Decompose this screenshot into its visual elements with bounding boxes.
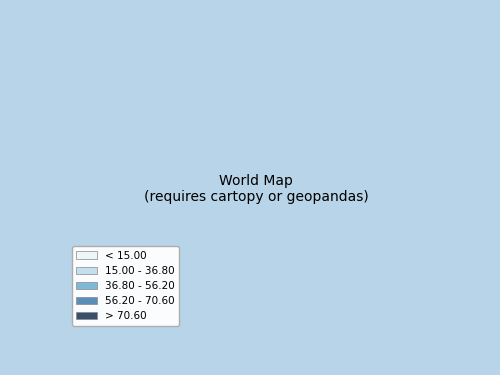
Legend: < 15.00, 15.00 - 36.80, 36.80 - 56.20, 56.20 - 70.60, > 70.60: < 15.00, 15.00 - 36.80, 36.80 - 56.20, 5… [72,246,179,326]
Text: World Map
(requires cartopy or geopandas): World Map (requires cartopy or geopandas… [144,174,368,204]
